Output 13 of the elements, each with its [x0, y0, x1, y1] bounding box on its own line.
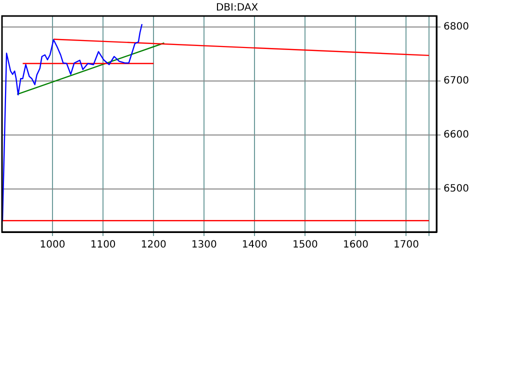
y-tick-label: 6500	[444, 183, 470, 194]
x-tick-label: 1700	[394, 240, 419, 251]
x-tick-label: 1200	[140, 240, 166, 251]
x-tick-label: 1500	[292, 240, 318, 251]
y-tick-label: 6600	[444, 129, 470, 140]
x-tick-label: 1400	[242, 240, 268, 251]
x-tick-label: 1600	[342, 240, 368, 251]
chart-title: DBI:DAX	[216, 2, 258, 14]
x-tick-label: 1100	[90, 240, 116, 251]
y-tick-label: 6700	[444, 75, 470, 86]
x-tick-label: 1000	[40, 240, 66, 251]
x-tick-label: 1300	[191, 240, 217, 251]
y-tick-label: 6800	[444, 21, 470, 32]
